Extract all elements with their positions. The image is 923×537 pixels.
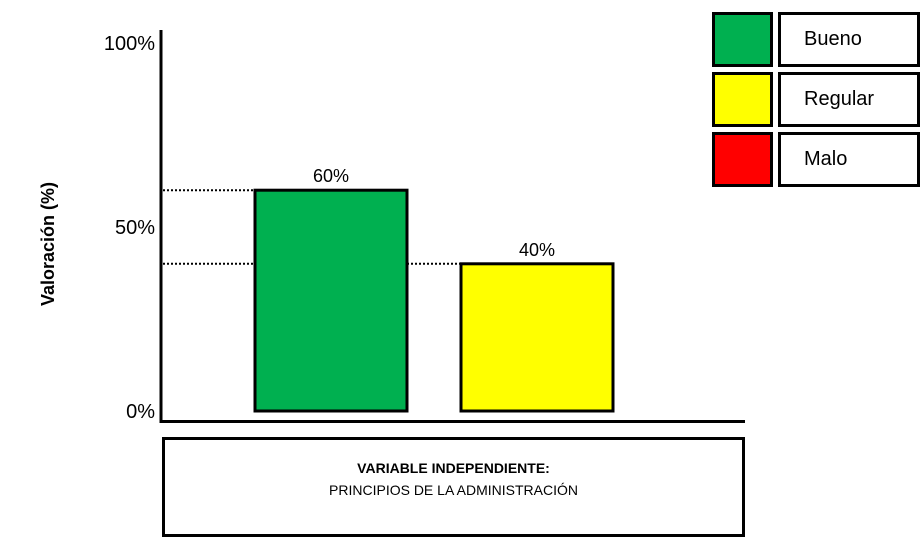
value-label-bueno: 60% <box>313 166 349 186</box>
legend-swatch-malo <box>712 132 773 187</box>
legend-label-malo: Malo <box>778 132 920 187</box>
x-axis-label-box: VARIABLE INDEPENDIENTE: PRINCIPIOS DE LA… <box>162 437 745 537</box>
value-label-regular: 40% <box>519 240 555 260</box>
y-axis-label: Valoración (%) <box>38 182 58 306</box>
legend-item-bueno: Bueno <box>712 12 920 67</box>
legend-swatch-bueno <box>712 12 773 67</box>
legend-swatch-regular <box>712 72 773 127</box>
legend: Bueno Regular Malo <box>712 12 920 192</box>
legend-item-malo: Malo <box>712 132 920 187</box>
bar-chart: Valoración (%) 60% 40% 0% 50% 100% <box>38 30 745 423</box>
legend-label-bueno: Bueno <box>778 12 920 67</box>
y-tick-label: 50% <box>115 217 155 239</box>
y-tick-label: 0% <box>126 401 155 423</box>
legend-label-regular: Regular <box>778 72 920 127</box>
x-axis-label-subtitle: PRINCIPIOS DE LA ADMINISTRACIÓN <box>329 482 578 498</box>
legend-item-regular: Regular <box>712 72 920 127</box>
bar-regular <box>459 262 615 413</box>
bar-bueno <box>253 188 409 413</box>
y-tick-label: 100% <box>104 33 155 55</box>
x-axis-label-title: VARIABLE INDEPENDIENTE: <box>357 460 550 476</box>
